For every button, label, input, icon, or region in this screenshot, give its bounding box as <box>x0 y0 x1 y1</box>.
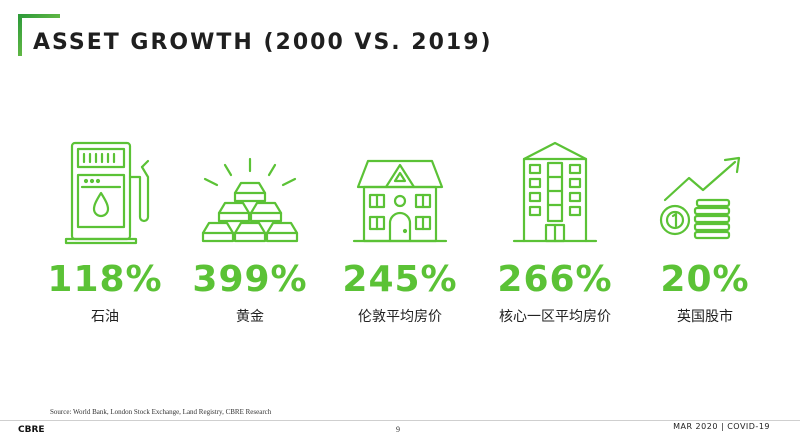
asset-value: 118% <box>47 259 163 300</box>
asset-item-gold: 399% 黄金 <box>185 130 315 326</box>
gold-bars-icon <box>201 157 299 243</box>
asset-label: 黄金 <box>236 309 264 325</box>
asset-item-prime-central: 266% 核心一区平均房价 <box>490 130 620 326</box>
asset-item-uk-stocks: 20% 英国股市 <box>640 130 770 326</box>
footer-date-topic: MAR 2020 | COVID-19 <box>673 422 770 431</box>
apartment-building-icon <box>512 141 598 243</box>
fuel-pump-icon <box>64 141 149 245</box>
brand-logo: CBRE <box>18 425 45 435</box>
asset-item-oil: 118% 石油 <box>40 130 170 326</box>
asset-item-london-house: 245% 伦敦平均房价 <box>335 130 465 326</box>
footer-divider <box>0 420 800 421</box>
asset-label: 伦敦平均房价 <box>358 309 442 325</box>
source-note: Source: World Bank, London Stock Exchang… <box>50 408 272 416</box>
stock-growth-icon <box>659 156 741 240</box>
corner-accent-icon <box>18 14 60 56</box>
asset-label: 英国股市 <box>677 309 733 325</box>
house-icon <box>352 159 448 243</box>
page-number: 9 <box>396 425 400 434</box>
asset-value: 20% <box>660 259 750 300</box>
asset-label: 石油 <box>91 309 119 325</box>
page-title: ASSET GROWTH (2000 VS. 2019) <box>33 30 493 55</box>
asset-growth-row: 118% 石油 399% 黄金 <box>40 130 770 330</box>
asset-value: 245% <box>342 259 458 300</box>
asset-value: 399% <box>192 259 308 300</box>
asset-label: 核心一区平均房价 <box>499 309 611 325</box>
asset-value: 266% <box>497 259 613 300</box>
